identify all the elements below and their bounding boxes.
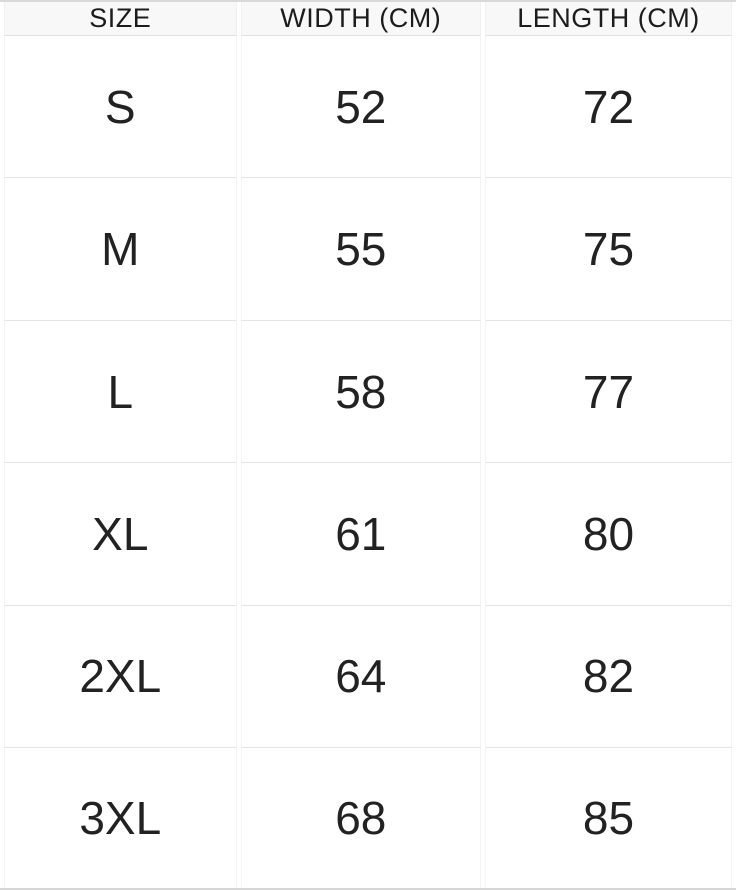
length-cell: 77 — [485, 320, 732, 464]
length-cell: 80 — [485, 463, 732, 606]
width-cell: 52 — [240, 36, 482, 179]
table-row: XL 61 80 — [4, 463, 732, 606]
width-cell: 68 — [240, 748, 482, 888]
width-cell: 64 — [240, 605, 482, 749]
width-cell: 58 — [240, 320, 482, 464]
length-cell: 85 — [485, 748, 732, 888]
size-cell: 2XL — [4, 605, 237, 749]
column-header-length: LENGTH (CM) — [485, 2, 732, 36]
width-cell: 61 — [240, 463, 482, 606]
table-row: L 58 77 — [4, 320, 732, 464]
column-header-width: WIDTH (CM) — [240, 2, 482, 36]
size-cell: M — [4, 178, 237, 321]
length-cell: 72 — [485, 36, 732, 179]
header-row: SIZE WIDTH (CM) LENGTH (CM) — [4, 2, 732, 36]
size-cell: XL — [4, 463, 237, 606]
table-row: S 52 72 — [4, 36, 732, 179]
table-row: 3XL 68 85 — [4, 748, 732, 888]
length-cell: 75 — [485, 178, 732, 321]
column-header-size: SIZE — [4, 2, 237, 36]
size-cell: L — [4, 320, 237, 464]
table-row: M 55 75 — [4, 178, 732, 321]
size-cell: 3XL — [4, 748, 237, 888]
length-cell: 82 — [485, 605, 732, 749]
width-cell: 55 — [240, 178, 482, 321]
size-cell: S — [4, 36, 237, 179]
table-row: 2XL 64 82 — [4, 605, 732, 749]
